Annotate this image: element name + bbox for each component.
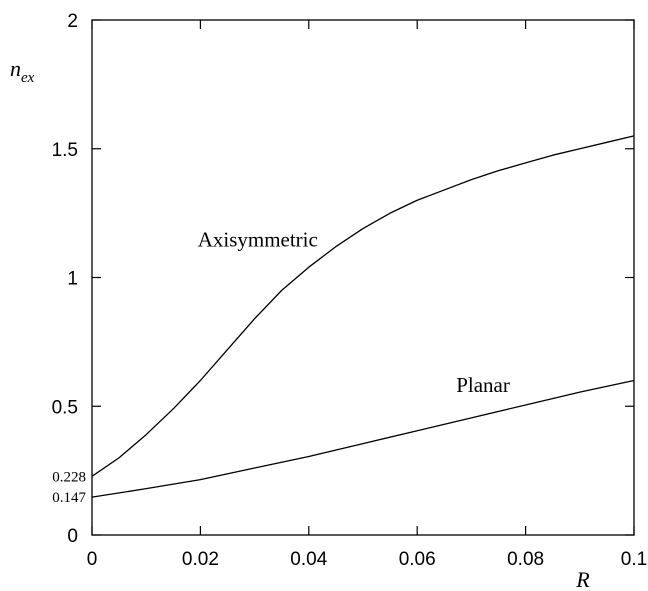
y-tick-label: 2: [67, 11, 78, 32]
special-y-labels: 0.228 0.147: [52, 469, 86, 506]
special-y-label: 0.228: [52, 469, 86, 485]
special-y-label: 0.147: [52, 490, 86, 506]
y-tick-label: 1: [67, 269, 78, 290]
y-tick-label: 0: [67, 526, 78, 547]
series-label-axisymmetric: Axisymmetric: [198, 228, 318, 252]
series-line-planar: [91, 379, 635, 498]
plot-frame: [91, 19, 635, 536]
y-tick-label: 1.5: [52, 140, 78, 161]
series-lines: [91, 135, 635, 498]
series-label-planar: Planar: [456, 373, 510, 397]
x-tick-label: 0.02: [182, 549, 219, 570]
series-labels: Axisymmetric Planar: [198, 228, 510, 397]
x-tick-label: 0.08: [507, 549, 544, 570]
series-line-axisymmetric: [91, 135, 635, 477]
y-axis-label: nex: [10, 56, 35, 86]
y-tick-labels: 0 0.5 1 1.5 2: [52, 11, 78, 547]
axis-ticks: [91, 19, 635, 536]
x-tick-labels: 0 0.02 0.04 0.06 0.08 0.1: [87, 549, 648, 570]
x-tick-label: 0: [87, 549, 98, 570]
x-axis-label: R: [575, 567, 590, 591]
y-tick-label: 0.5: [52, 397, 78, 418]
x-tick-label: 0.1: [621, 549, 647, 570]
x-tick-label: 0.06: [399, 549, 436, 570]
x-tick-label: 0.04: [290, 549, 327, 570]
y-axis-label-main: n: [10, 56, 21, 81]
y-axis-label-sub: ex: [21, 70, 35, 86]
